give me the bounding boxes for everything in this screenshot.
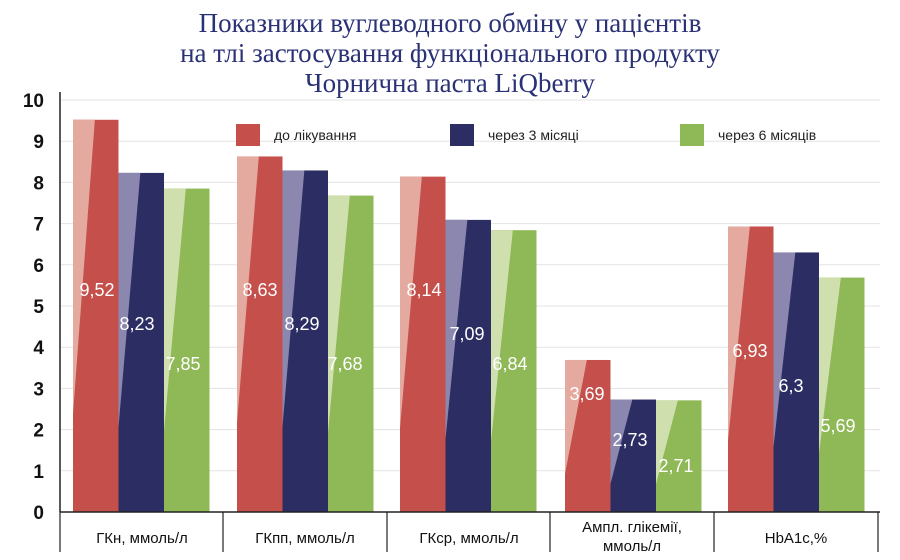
y-tick-label: 4 (33, 338, 44, 359)
data-label: 7,85 (165, 354, 200, 374)
bar-highlight-1-4 (565, 359, 587, 474)
bar-highlight-2-2 (282, 170, 305, 427)
data-label: 3,69 (569, 384, 604, 404)
x-category-label: ГКпп, ммоль/л (255, 530, 355, 547)
bar-highlight-2-1 (118, 172, 141, 428)
data-label: 6,84 (492, 354, 527, 374)
x-category-label: HbA1c,% (765, 530, 828, 547)
bar-highlight-3-1 (164, 188, 186, 432)
legend-label-3: через 6 місяців (718, 127, 816, 143)
bar-highlight-1-3 (400, 176, 422, 429)
data-label: 6,93 (732, 341, 767, 361)
bar-highlight-3-2 (328, 195, 350, 433)
bar-highlight-1-5 (728, 226, 750, 441)
y-tick-label: 2 (33, 421, 44, 442)
legend-label-2: через 3 місяці (488, 127, 579, 143)
data-label: 8,14 (406, 280, 441, 300)
bar-highlight-3-3 (491, 230, 513, 442)
data-label: 9,52 (79, 280, 114, 300)
bar-highlight-3-4 (656, 400, 678, 485)
y-tick-label: 3 (33, 379, 44, 400)
legend-swatch-1 (236, 124, 260, 146)
chart-title-line-2: на тлі застосування функціонального прод… (180, 38, 720, 68)
data-label: 7,09 (449, 324, 484, 344)
bar-highlight-2-5 (773, 252, 796, 448)
data-label: 8,23 (119, 314, 154, 334)
x-category-label: ГКср, ммоль/л (419, 530, 518, 547)
chart-title-line-1: Показники вуглеводного обміну у пацієнті… (198, 8, 702, 38)
legend-label-1: до лікування (274, 127, 357, 143)
x-category-label: ГКн, ммоль/л (96, 530, 188, 547)
legend-swatch-2 (450, 124, 474, 146)
bar-highlight-2-3 (445, 219, 468, 439)
bar-highlight-3-5 (819, 277, 841, 454)
legend-swatch-3 (680, 124, 704, 146)
data-label: 2,73 (612, 430, 647, 450)
y-tick-label: 10 (23, 91, 44, 112)
y-tick-label: 6 (33, 256, 44, 277)
y-tick-label: 1 (33, 462, 44, 483)
bar-highlight-1-1 (73, 119, 95, 414)
data-label: 7,68 (327, 354, 362, 374)
data-label: 8,63 (242, 280, 277, 300)
y-tick-label: 0 (33, 503, 44, 524)
data-label: 8,29 (284, 314, 319, 334)
chart-title-line-3: Чорнична паста LiQberry (305, 68, 595, 98)
bar-highlight-1-2 (237, 156, 259, 424)
y-tick-label: 7 (33, 215, 44, 236)
chart-title: Показники вуглеводного обміну у пацієнті… (0, 8, 900, 98)
y-tick-label: 5 (33, 297, 44, 318)
y-tick-label: 9 (33, 132, 44, 153)
data-label: 6,3 (778, 376, 803, 396)
bar-highlight-2-4 (610, 399, 633, 484)
data-label: 5,69 (820, 416, 855, 436)
data-label: 2,71 (658, 456, 693, 476)
y-tick-label: 8 (33, 173, 44, 194)
x-category-label: Ампл. глікемії, ммоль/л (582, 519, 682, 555)
